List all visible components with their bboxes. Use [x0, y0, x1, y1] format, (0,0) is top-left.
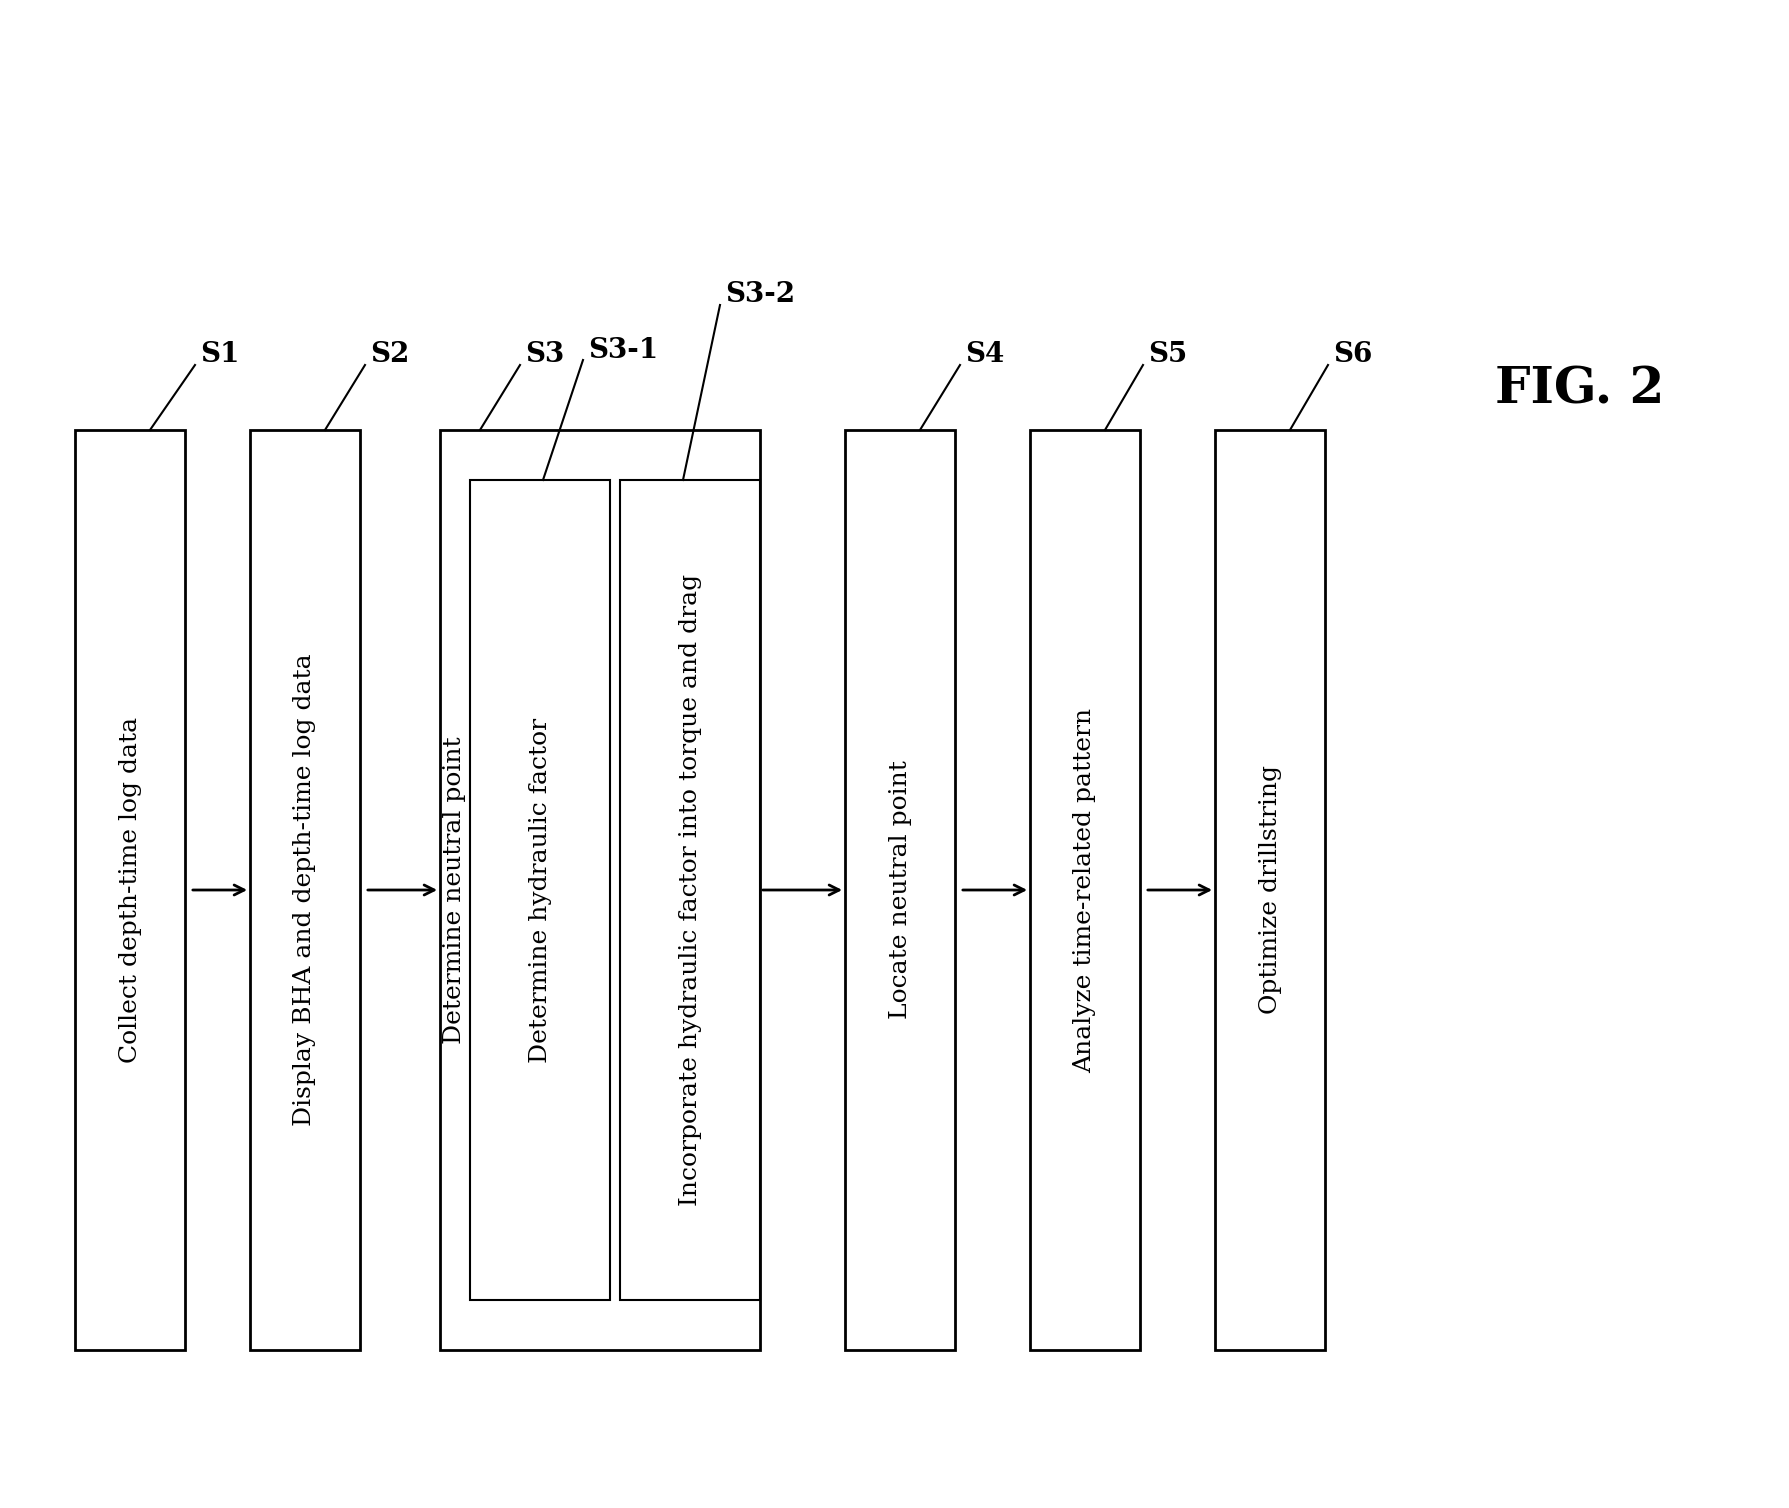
Text: S5: S5	[1149, 341, 1188, 368]
Text: S2: S2	[370, 341, 410, 368]
Bar	[250, 430, 360, 1350]
Text: Determine hydraulic factor: Determine hydraulic factor	[528, 718, 551, 1063]
Text: S3-1: S3-1	[589, 336, 658, 363]
Text: S6: S6	[1333, 341, 1372, 368]
Text: S3: S3	[524, 341, 564, 368]
Text: Determine neutral point: Determine neutral point	[444, 736, 467, 1044]
Bar	[1030, 430, 1140, 1350]
Text: S4: S4	[964, 341, 1004, 368]
Text: S3-2: S3-2	[725, 282, 794, 309]
Text: Collect depth-time log data: Collect depth-time log data	[118, 716, 141, 1063]
Bar	[471, 480, 610, 1300]
Text: Analyze time-related pattern: Analyze time-related pattern	[1073, 707, 1097, 1072]
Bar	[440, 430, 760, 1350]
Bar	[75, 430, 184, 1350]
Text: FIG. 2: FIG. 2	[1496, 365, 1666, 415]
Text: S1: S1	[200, 341, 240, 368]
Text: Optimize drillstring: Optimize drillstring	[1258, 766, 1281, 1015]
Text: Display BHA and depth-time log data: Display BHA and depth-time log data	[293, 653, 317, 1126]
Text: Locate neutral point: Locate neutral point	[889, 760, 912, 1019]
Text: Incorporate hydraulic factor into torque and drag: Incorporate hydraulic factor into torque…	[678, 575, 701, 1206]
Bar	[621, 480, 760, 1300]
Bar	[844, 430, 955, 1350]
Bar	[1215, 430, 1326, 1350]
